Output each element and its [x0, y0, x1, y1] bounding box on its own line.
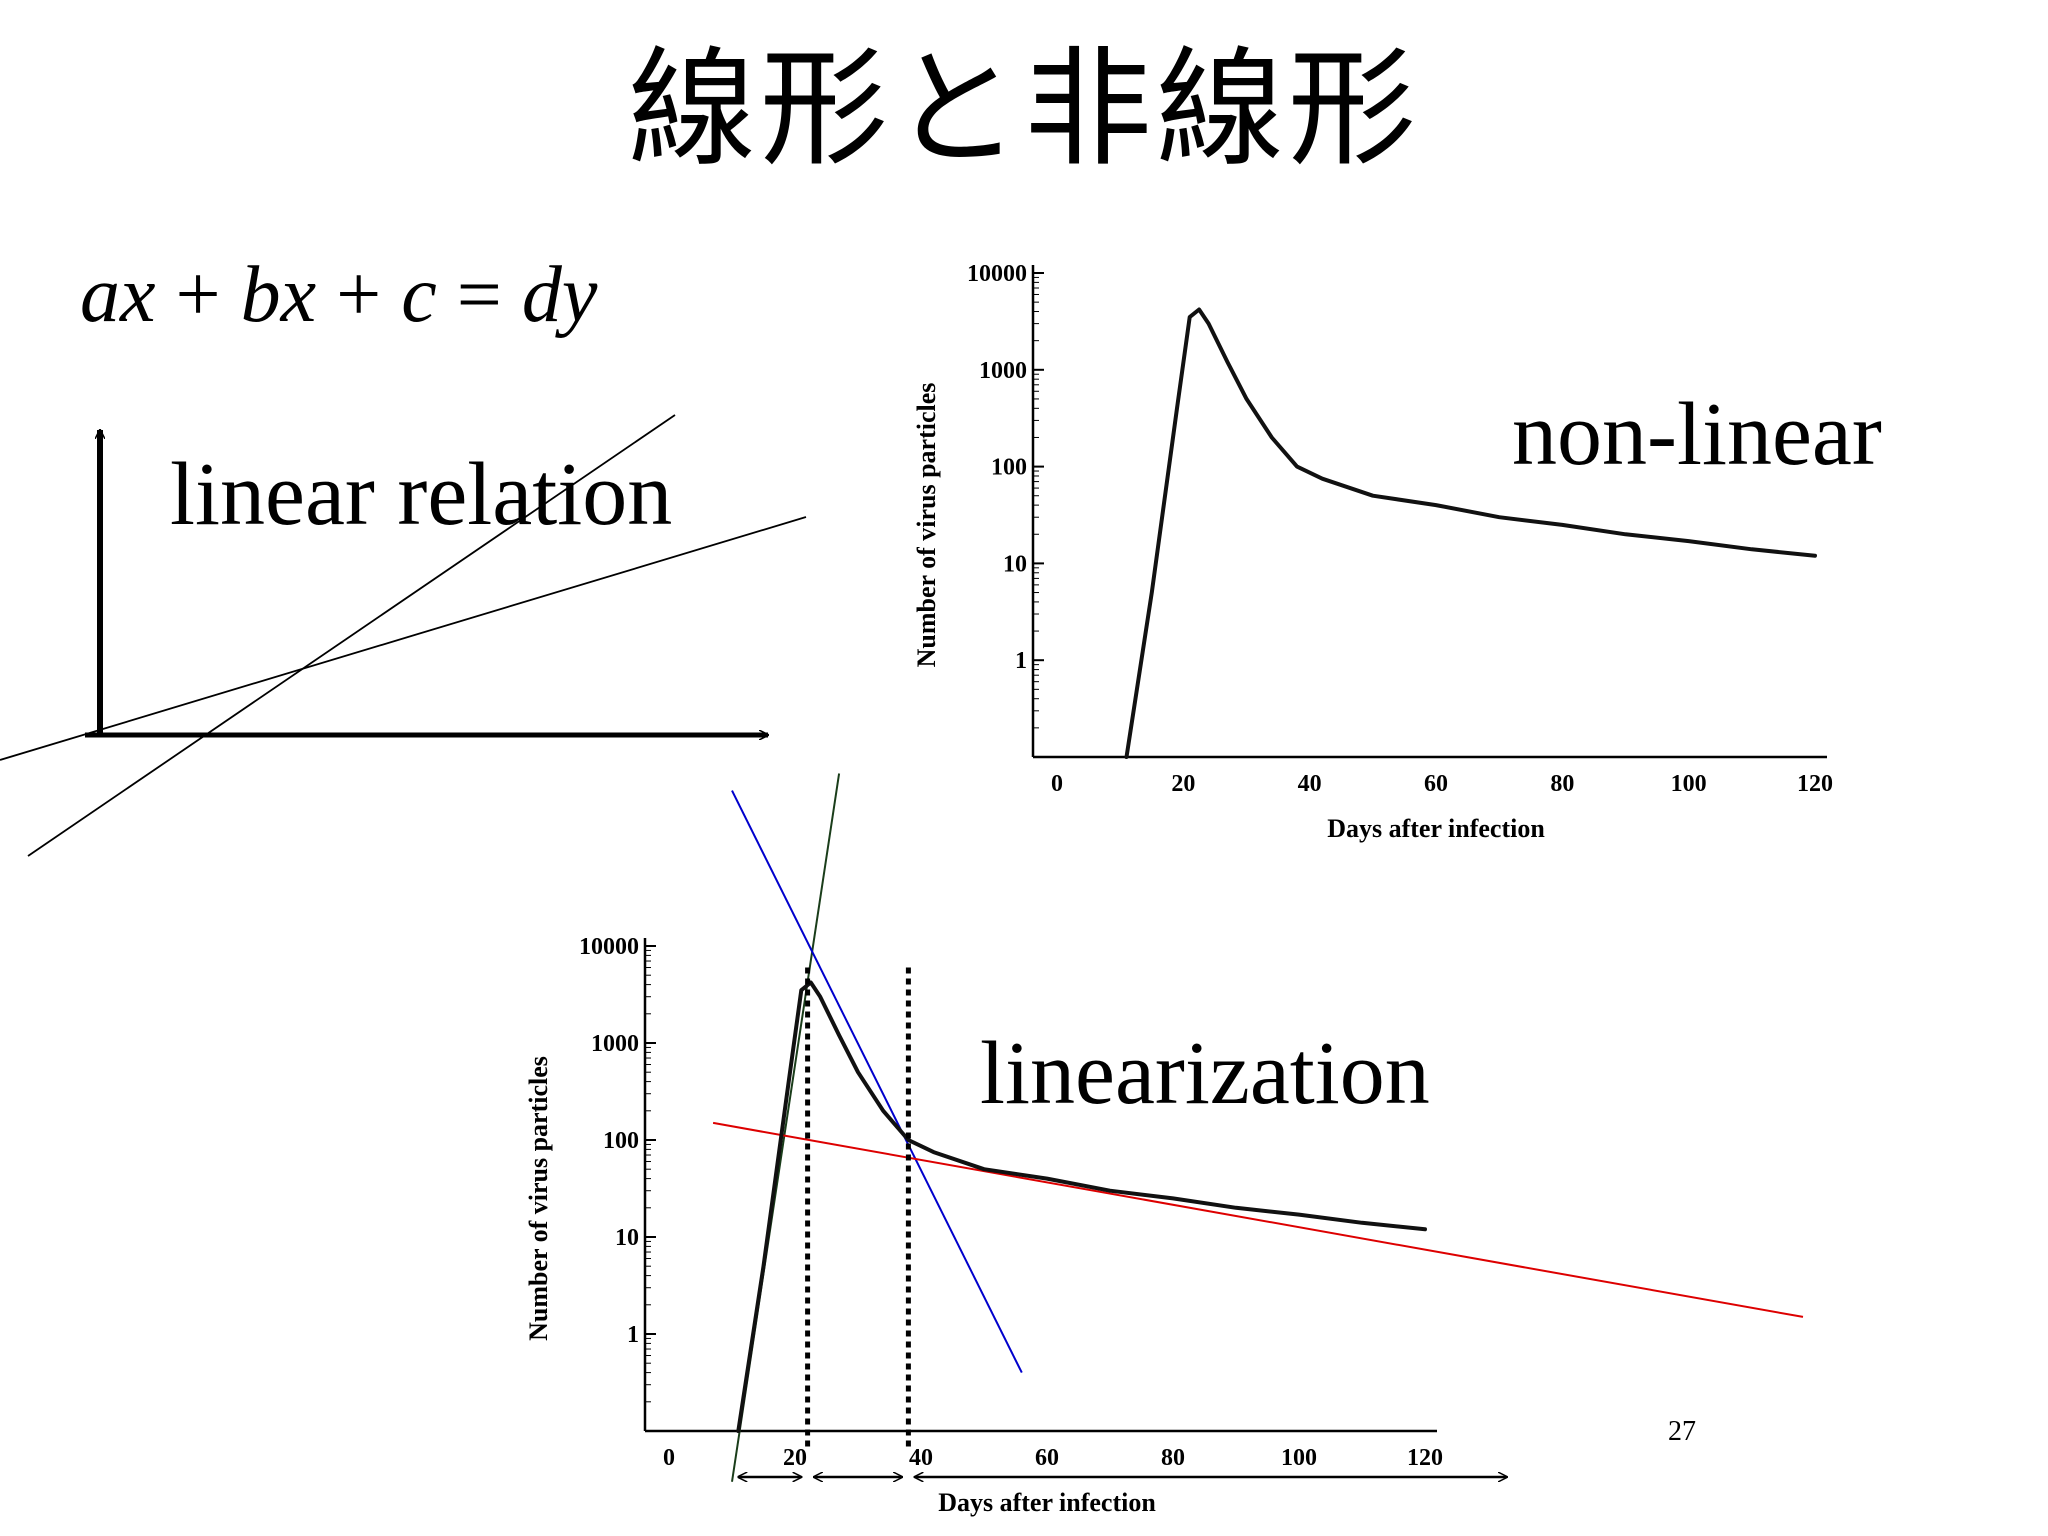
c2-y-tick-label: 10000	[579, 934, 639, 960]
c2-x-tick-label: 0	[663, 1445, 675, 1471]
c1-series-line-0	[1124, 307, 1817, 759]
linear-equation: ax + bx + c = dy	[80, 250, 597, 340]
c1-y-axis-label: Number of virus particles	[912, 383, 941, 668]
c2-tangent-line-2	[712, 1121, 1804, 1318]
c2-x-tick-label: 100	[1281, 1445, 1317, 1471]
c1-y-tick-label: 1	[1015, 648, 1027, 674]
c1-x-tick-label: 0	[1051, 771, 1063, 797]
eq-term-bx: bx	[240, 251, 317, 339]
c2-y-tick-label: 1000	[591, 1031, 639, 1057]
c1-x-tick-label: 100	[1671, 771, 1707, 797]
c2-y-axis-label: Number of virus particles	[524, 1056, 553, 1341]
nonlinear-chart: 1 10 100 1000 10000 0 20 40 60 80 100 120 Days after…	[912, 261, 1833, 843]
c2-x-tick-label: 120	[1407, 1445, 1443, 1471]
c1-x-tick-label: 40	[1298, 771, 1322, 797]
c1-x-tick-label: 120	[1797, 771, 1833, 797]
c2-x-tick-label: 80	[1161, 1445, 1185, 1471]
c2-x-tick-label: 20	[783, 1445, 807, 1471]
eq-plus-1: +	[175, 251, 221, 339]
c1-x-tick-label: 80	[1550, 771, 1574, 797]
c1-y-tick-label: 1000	[979, 358, 1027, 384]
page-number: 27	[1668, 1416, 1696, 1447]
c2-x-tick-label: 60	[1035, 1445, 1059, 1471]
linear-relation-label: linear relation	[170, 445, 673, 544]
non-linear-label: non-linear	[1512, 385, 1882, 484]
c2-y-tick-label: 100	[603, 1128, 639, 1154]
c1-y-tick-label: 10	[1003, 551, 1027, 577]
linear-line-shallow	[0, 516, 807, 761]
c1-x-axis-label: Days after infection	[1327, 814, 1545, 843]
eq-plus-2: +	[336, 251, 382, 339]
c2-series-line-0	[736, 980, 1427, 1433]
slide-title: 線形と非線形	[627, 35, 1420, 184]
c1-y-tick-label: 10000	[967, 261, 1027, 287]
linear-line-steep	[27, 414, 676, 857]
c2-x-tick-label: 40	[909, 1445, 933, 1471]
c2-x-axis-label: Days after infection	[938, 1488, 1156, 1517]
eq-equals: =	[456, 251, 502, 339]
c1-x-tick-label: 20	[1171, 771, 1195, 797]
c2-y-tick-label: 1	[627, 1322, 639, 1348]
eq-term-ax: ax	[80, 251, 156, 339]
c1-x-tick-label: 60	[1424, 771, 1448, 797]
c2-tangent-line-1	[731, 790, 1023, 1374]
linear-relation-sketch	[0, 414, 807, 857]
linearization-label: linearization	[980, 1024, 1430, 1123]
eq-term-c: c	[401, 251, 437, 339]
c2-y-tick-label: 10	[615, 1225, 639, 1251]
c1-y-tick-label: 100	[991, 455, 1027, 481]
eq-term-dy: dy	[521, 251, 598, 339]
